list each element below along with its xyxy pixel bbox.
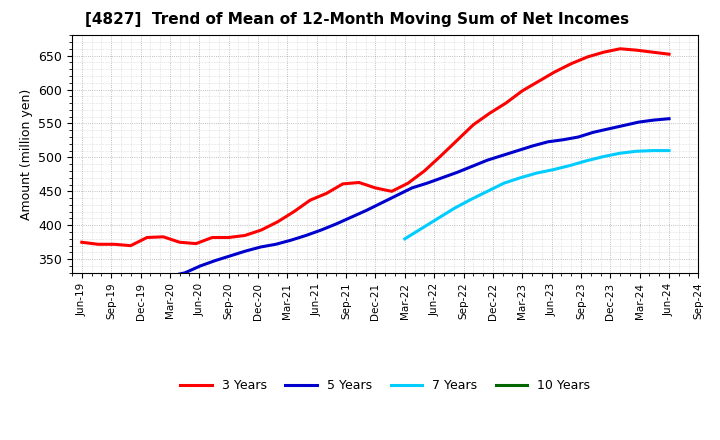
3 Years	[338, 181, 347, 187]
3 Years	[583, 54, 592, 59]
3 Years	[551, 69, 559, 74]
7 Years	[516, 175, 525, 180]
5 Years	[271, 242, 280, 247]
3 Years	[665, 51, 673, 57]
5 Years	[438, 175, 446, 180]
3 Years	[453, 138, 462, 143]
5 Years	[468, 164, 477, 169]
3 Years	[159, 234, 168, 239]
3 Years	[485, 110, 494, 116]
3 Years	[143, 235, 151, 240]
Legend: 3 Years, 5 Years, 7 Years, 10 Years: 3 Years, 5 Years, 7 Years, 10 Years	[176, 374, 595, 397]
3 Years	[534, 79, 543, 84]
3 Years	[322, 191, 330, 196]
7 Years	[566, 163, 575, 168]
7 Years	[433, 216, 442, 221]
5 Years	[392, 193, 401, 198]
5 Years	[317, 227, 325, 233]
3 Years	[371, 185, 379, 191]
7 Years	[598, 154, 607, 159]
5 Years	[453, 170, 462, 175]
Line: 7 Years: 7 Years	[405, 150, 669, 239]
7 Years	[467, 197, 475, 202]
3 Years	[387, 189, 396, 194]
Y-axis label: Amount (million yen): Amount (million yen)	[19, 88, 32, 220]
3 Years	[518, 88, 526, 94]
5 Years	[377, 200, 386, 205]
Text: [4827]  Trend of Mean of 12-Month Moving Sum of Net Incomes: [4827] Trend of Mean of 12-Month Moving …	[84, 12, 629, 27]
3 Years	[420, 169, 428, 174]
5 Years	[362, 208, 371, 213]
5 Years	[408, 185, 416, 191]
5 Years	[574, 134, 582, 139]
7 Years	[417, 226, 426, 231]
5 Years	[302, 233, 310, 238]
5 Years	[196, 264, 204, 269]
3 Years	[225, 235, 233, 240]
3 Years	[502, 100, 510, 106]
5 Years	[226, 253, 235, 258]
5 Years	[332, 221, 341, 227]
5 Years	[665, 116, 673, 121]
3 Years	[404, 180, 413, 186]
3 Years	[436, 154, 445, 159]
5 Years	[241, 249, 250, 254]
5 Years	[347, 214, 356, 220]
5 Years	[423, 180, 431, 186]
3 Years	[176, 240, 184, 245]
5 Years	[211, 258, 220, 263]
5 Years	[483, 158, 492, 163]
3 Years	[110, 242, 119, 247]
5 Years	[559, 137, 567, 143]
3 Years	[355, 180, 364, 185]
Line: 3 Years: 3 Years	[82, 49, 669, 246]
3 Years	[600, 50, 608, 55]
3 Years	[257, 227, 266, 233]
5 Years	[649, 117, 658, 123]
5 Years	[287, 238, 295, 243]
3 Years	[632, 48, 641, 53]
7 Years	[483, 189, 492, 194]
5 Years	[166, 274, 174, 279]
7 Years	[582, 158, 591, 163]
7 Years	[500, 180, 508, 186]
5 Years	[256, 244, 265, 249]
7 Years	[648, 148, 657, 153]
3 Years	[469, 122, 477, 128]
3 Years	[78, 240, 86, 245]
3 Years	[616, 46, 624, 51]
5 Years	[589, 130, 598, 135]
5 Years	[181, 270, 189, 275]
7 Years	[549, 167, 558, 172]
7 Years	[665, 148, 673, 153]
3 Years	[240, 233, 249, 238]
5 Years	[604, 126, 613, 132]
7 Years	[615, 150, 624, 156]
3 Years	[289, 209, 298, 214]
7 Years	[400, 236, 409, 242]
3 Years	[94, 242, 102, 247]
5 Years	[513, 148, 522, 153]
5 Years	[544, 139, 552, 144]
3 Years	[567, 61, 575, 66]
7 Years	[450, 205, 459, 211]
3 Years	[127, 243, 135, 248]
3 Years	[208, 235, 217, 240]
3 Years	[192, 241, 200, 246]
5 Years	[498, 153, 507, 158]
7 Years	[631, 149, 640, 154]
5 Years	[634, 119, 643, 125]
3 Years	[273, 219, 282, 224]
3 Years	[649, 50, 657, 55]
5 Years	[619, 123, 628, 128]
5 Years	[528, 143, 537, 148]
7 Years	[533, 170, 541, 176]
3 Years	[306, 198, 315, 203]
Line: 5 Years: 5 Years	[170, 119, 669, 276]
